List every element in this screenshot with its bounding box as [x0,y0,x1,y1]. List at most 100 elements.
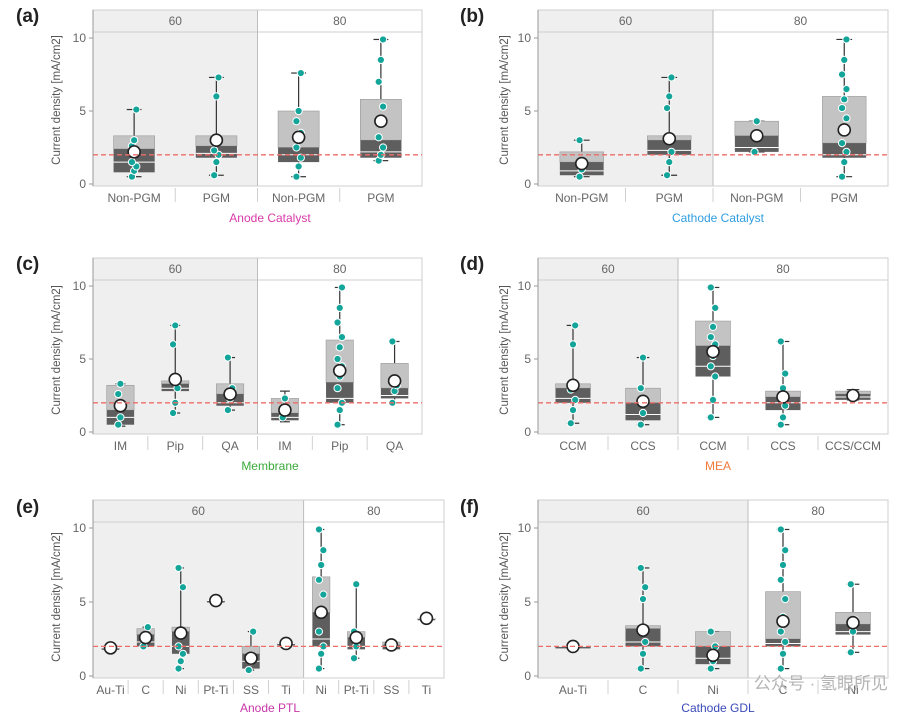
mean-marker [279,636,293,651]
data-point [333,420,342,429]
mean-marker [776,614,790,629]
y-tick-label: 0 [79,669,86,683]
data-point [314,525,324,534]
data-point [667,73,676,82]
data-point [776,664,785,673]
mean-marker [846,615,860,630]
mean-marker [706,648,720,663]
data-point [333,318,342,327]
data-point [846,580,855,589]
data-point [174,563,183,573]
x-tick-label: Pt-Ti [344,683,369,697]
data-point [352,580,361,589]
mean-marker [103,641,118,655]
data-point [223,353,232,362]
box-lower-section [647,140,692,155]
facet-strip-label: 80 [794,14,808,28]
data-point [566,419,575,428]
panel-tag-d: (d) [460,254,484,275]
panel-tag-a: (a) [16,6,39,27]
mean-marker [846,388,860,403]
data-point [178,583,188,592]
data-point [349,654,359,663]
data-point [708,395,718,404]
data-point [249,627,258,636]
mean-marker [291,130,306,145]
data-point [706,283,715,292]
data-point [168,340,178,349]
data-point [706,333,715,342]
data-point [840,55,849,65]
data-point [374,77,383,86]
data-point [571,321,580,330]
data-point [778,649,788,658]
data-point [706,362,715,371]
data-point [335,406,344,415]
y-axis-label-d: Current density [mA/cm2] [499,285,511,415]
data-point [568,340,578,349]
data-point [116,413,125,422]
x-tick-label: CCS/CCM [825,439,881,453]
data-point [837,139,847,148]
data-point [114,389,123,399]
facet-strip-label: 80 [367,504,381,518]
data-point [846,648,855,657]
data-point [296,153,305,162]
data-point [837,172,847,181]
x-tick-label: Non-PGM [107,191,160,205]
data-point [314,575,324,584]
mean-marker [138,630,153,645]
y-tick-label: 0 [524,177,531,191]
facet-strip-label: 60 [169,262,183,276]
x-tick-label: Pip [167,439,185,453]
data-point [842,114,851,123]
data-point [114,420,123,429]
data-point [837,103,847,113]
mean-marker [168,372,183,387]
x-tick-label: QA [221,439,238,453]
data-point [842,35,851,44]
y-tick-label: 10 [518,521,532,535]
data-point [314,627,324,636]
mean-marker [706,344,720,359]
box-lower-section [555,388,591,403]
data-point [143,623,152,632]
panel-e: (e) Current density [mA/cm2] Anode PTL 6… [16,497,445,715]
data-point [641,637,650,647]
data-point [212,92,221,101]
watermark: 公众号 · 氢眼所见 [754,674,888,693]
facet-panel-bg [748,500,888,678]
data-point [776,337,785,346]
data-point [378,102,388,111]
mean-marker [113,398,128,413]
data-point [317,560,326,570]
x-tick-label: Non-PGM [272,191,325,205]
y-axis-label-f: Current density [mA/cm2] [499,532,511,662]
data-point [706,413,715,422]
mean-marker [173,626,188,640]
data-point [210,146,219,155]
data-point [636,384,645,393]
mean-marker [384,638,399,652]
mean-marker [419,611,434,626]
data-point [296,68,305,78]
data-point [781,594,790,604]
data-point [636,664,645,673]
y-tick-label: 10 [73,31,87,45]
data-point [752,117,761,126]
facet-strip-label: 60 [619,14,633,28]
data-point [776,420,785,429]
mean-marker [127,145,141,159]
data-point [842,147,851,156]
data-point [374,133,383,142]
data-point [575,136,584,145]
data-point [781,546,790,555]
x-tick-label: Au-Ti [559,683,587,697]
data-point [750,147,759,156]
x-tick-label: C [141,683,150,697]
facet-strip-label: 60 [192,504,206,518]
data-point [294,162,303,171]
facet-strip-label: 60 [636,504,650,518]
panel-b: (b) Current density [mA/cm2] Cathode Cat… [460,6,889,225]
